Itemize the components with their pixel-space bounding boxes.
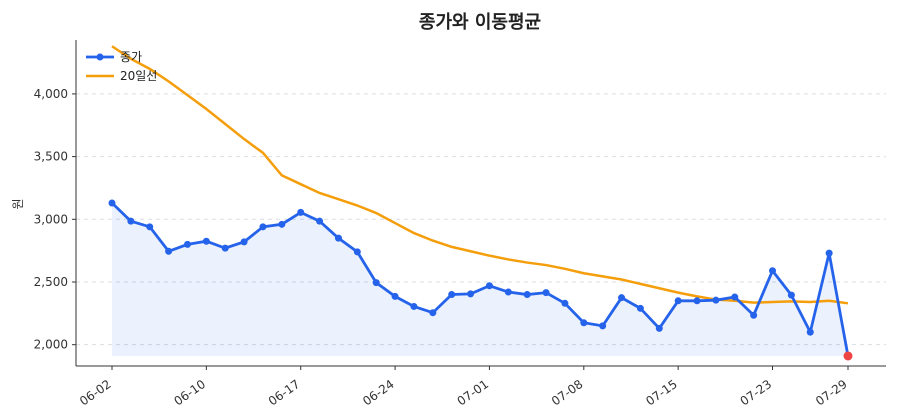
x-tick-label: 07-23 <box>738 377 775 408</box>
x-tick-label: 07-08 <box>549 377 586 408</box>
legend-close-label: 종가 <box>120 50 142 64</box>
close-point <box>542 289 550 297</box>
close-point <box>618 294 626 302</box>
close-point <box>316 217 324 225</box>
series-close-line <box>111 201 850 357</box>
x-tick-label: 06-02 <box>77 377 114 408</box>
close-point <box>183 240 191 248</box>
close-point <box>712 296 720 304</box>
close-point <box>202 237 210 245</box>
close-points <box>108 199 853 361</box>
grid <box>76 93 886 346</box>
close-point <box>467 290 475 298</box>
x-tick-label: 06-10 <box>171 377 208 408</box>
close-point <box>221 244 229 252</box>
close-point <box>504 288 512 296</box>
y-tick-label: 3,500 <box>34 150 68 164</box>
close-point <box>108 199 116 207</box>
x-tick-label: 07-15 <box>643 377 680 408</box>
x-tick-label: 07-01 <box>455 377 492 408</box>
y-tick-label: 4,000 <box>34 87 68 101</box>
close-point <box>674 297 682 305</box>
close-point <box>127 217 135 225</box>
close-point <box>731 293 739 301</box>
close-point <box>146 223 154 231</box>
close-area-fill <box>112 203 848 356</box>
close-last-point <box>843 351 853 361</box>
close-point <box>561 299 569 307</box>
close-point <box>165 247 173 255</box>
close-point <box>429 309 437 317</box>
close-point <box>372 279 380 287</box>
y-axis-label: 원 <box>11 198 25 209</box>
close-point <box>825 249 833 257</box>
close-point <box>693 297 701 305</box>
close-point <box>806 328 814 336</box>
close-point <box>655 324 663 332</box>
close-point <box>240 238 248 246</box>
x-tick-label: 07-29 <box>813 377 850 408</box>
close-point <box>297 208 305 216</box>
chart-title: 종가와 이동평균 <box>419 12 541 33</box>
y-tick-label: 2,500 <box>34 275 68 289</box>
close-point <box>353 248 361 256</box>
legend: 종가 20일선 <box>86 50 157 83</box>
close-point <box>334 234 342 242</box>
close-point <box>278 220 286 228</box>
close-point <box>259 223 267 231</box>
y-tick-label: 3,000 <box>34 212 68 226</box>
legend-close-marker <box>96 53 104 61</box>
close-point <box>485 282 493 290</box>
close-point <box>523 291 531 299</box>
x-tick-label: 06-17 <box>266 377 303 408</box>
close-point <box>448 291 456 299</box>
x-ticks: 06-02 06-10 06-17 06-24 07-01 07-08 07-15 07-23… <box>77 366 850 408</box>
close-point <box>599 322 607 330</box>
close-point <box>787 291 795 299</box>
close-point <box>636 304 644 312</box>
close-point <box>769 267 777 275</box>
y-ticks: 2,000 2,500 3,000 3,500 4,000 <box>34 87 76 352</box>
legend-ma20-label: 20일선 <box>120 69 157 83</box>
close-point <box>750 311 758 319</box>
series-ma20-line <box>111 45 849 305</box>
close-point <box>580 319 588 327</box>
y-tick-label: 2,000 <box>34 338 68 352</box>
close-point <box>391 292 399 300</box>
close-point <box>410 302 418 310</box>
x-tick-label: 06-24 <box>360 377 397 408</box>
